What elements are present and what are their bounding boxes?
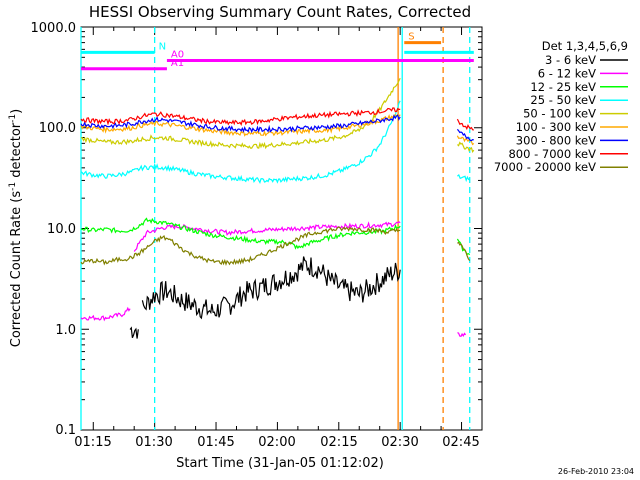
series-line (80, 113, 401, 137)
series-line (141, 256, 401, 320)
attenuator-state-lines (80, 27, 471, 430)
series-line (456, 135, 475, 146)
state-flag-label: A0 (171, 50, 184, 61)
legend-entry: 3 - 6 keV (545, 53, 596, 67)
legend-entry: 800 - 7000 keV (508, 147, 596, 161)
series-line (80, 100, 401, 185)
y-tick-label: 0.1 (55, 423, 76, 438)
series-line (457, 174, 470, 183)
series-line (80, 114, 401, 134)
y-tick-label: 100.0 (39, 121, 76, 136)
state-flag-label: A1 (171, 58, 184, 69)
x-tick-label: 02:45 (442, 435, 479, 450)
legend-entry: 300 - 800 keV (516, 133, 596, 147)
x-tick-label: 01:45 (197, 435, 234, 450)
y-axis-title: Corrected Count Rate (s-1 detector-1) (8, 109, 24, 347)
x-tick-label: 01:30 (135, 435, 172, 450)
y-tick-label: 1.0 (55, 323, 76, 338)
legend-header: Det 1,3,4,5,6,9 (542, 39, 628, 53)
timestamp: 26-Feb-2010 23:04 (558, 467, 634, 476)
chart-title: HESSI Observing Summary Count Rates, Cor… (89, 3, 471, 21)
series-line (80, 226, 401, 266)
series-line (456, 128, 474, 142)
x-axis-title: Start Time (31-Jan-05 01:12:02) (176, 456, 384, 471)
legend-entry: 25 - 50 keV (530, 93, 596, 107)
x-tick-label: 02:30 (381, 435, 418, 450)
x-tick-label: 01:15 (74, 435, 111, 450)
x-tick-labels: 01:15 01:30 01:45 02:00 02:15 02:30 02:4… (74, 435, 479, 450)
legend-entry: 6 - 12 keV (538, 66, 596, 80)
series-line (80, 107, 401, 127)
series-line (456, 238, 471, 256)
series-line (457, 332, 467, 337)
y-tick-labels: 0.1 1.0 10.0 100.0 1000.0 (31, 21, 77, 438)
series-line (129, 326, 139, 339)
x-tick-label: 02:00 (258, 435, 295, 450)
x-tick-label: 02:15 (320, 435, 357, 450)
legend-entry: 12 - 25 keV (530, 80, 596, 94)
state-flag-label: S (408, 32, 414, 43)
series-line (457, 241, 471, 261)
series-line (81, 217, 401, 250)
y-tick-label: 10.0 (47, 222, 76, 237)
y-tick-label: 1000.0 (31, 21, 77, 36)
state-flag-label: N (159, 41, 166, 52)
series-line (80, 306, 131, 322)
series-line (457, 141, 475, 154)
legend-entry: 100 - 300 keV (516, 120, 596, 134)
series-lines (80, 77, 475, 339)
legend-entry: 50 - 100 keV (523, 107, 596, 121)
series-line (133, 221, 401, 252)
series-line (80, 77, 401, 150)
legend-entry: 7000 - 20000 keV (494, 160, 596, 174)
series-line (456, 118, 474, 131)
